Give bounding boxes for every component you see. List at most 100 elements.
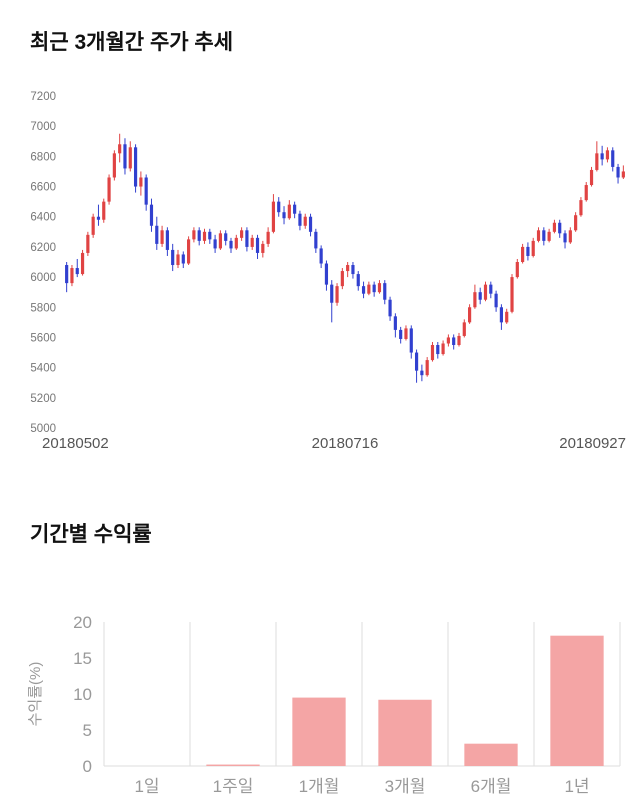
candle-body [70, 268, 74, 284]
y-tick-label: 7000 [30, 121, 56, 133]
candle-body [112, 153, 116, 178]
candle-body [107, 177, 111, 202]
candle-body [128, 147, 132, 169]
y-tick-label: 5200 [30, 393, 56, 405]
bar [292, 697, 346, 766]
y-tick-label: 6600 [30, 182, 56, 194]
gridlines [103, 622, 621, 767]
candle-body [303, 216, 307, 226]
candle-body [568, 230, 572, 243]
candle-body [346, 265, 350, 272]
candle-body [266, 231, 270, 244]
candle-body [462, 322, 466, 336]
candle-body [261, 243, 265, 253]
candle-body [319, 248, 323, 264]
y-tick-label: 7200 [30, 91, 56, 103]
candle-body [250, 237, 254, 247]
candle-body [118, 144, 122, 154]
candle-body [552, 222, 557, 232]
candle-body [367, 284, 371, 294]
candle-body [80, 252, 85, 275]
candle-body [473, 292, 477, 308]
candle-body [558, 222, 562, 234]
candle-body [526, 246, 530, 256]
candle-body [91, 216, 95, 235]
candle-body [65, 265, 69, 284]
candle-body [218, 233, 222, 249]
candle-body [494, 293, 498, 308]
candle-body [605, 150, 610, 160]
candle-body [377, 283, 382, 293]
y-tick-label: 5 [83, 721, 92, 740]
candle-body [330, 284, 334, 303]
y-axis-tick-labels: 0 5 10 15 20 [73, 613, 92, 776]
candle-body [393, 316, 397, 330]
x-category-label: 6개월 [471, 777, 512, 796]
candle-body [505, 311, 509, 323]
candlestick-chart-svg: 5000 5200 5400 5600 5800 6000 6200 6400 6600 6800… [30, 91, 626, 452]
x-category-label: 3개월 [385, 777, 426, 796]
y-tick-label: 5800 [30, 302, 56, 314]
candle-body [404, 328, 408, 339]
candle-body [399, 329, 403, 339]
candle-body [595, 153, 599, 170]
candle-body [584, 185, 588, 201]
candle-body [542, 230, 546, 241]
candle-body [335, 286, 339, 303]
x-category-label: 1개월 [299, 777, 340, 796]
candle-body [430, 345, 435, 361]
candle-body [547, 231, 551, 241]
candle-body [255, 237, 260, 253]
candle-body [589, 169, 594, 186]
bar [550, 635, 604, 766]
y-tick-label: 5000 [30, 423, 56, 435]
x-tick-label: 20180502 [42, 435, 109, 452]
candle-body [600, 153, 604, 160]
candle-body [102, 201, 106, 220]
y-axis-title: 수익률(%) [27, 662, 44, 727]
candle-body [298, 213, 302, 226]
candle-body [351, 265, 355, 275]
bars [206, 635, 604, 766]
y-tick-label: 5400 [30, 363, 56, 375]
candle-body [388, 299, 392, 317]
candle-body [621, 171, 625, 178]
y-tick-label: 15 [73, 649, 92, 668]
x-category-label: 1일 [134, 777, 159, 796]
x-category-label: 1년 [564, 777, 589, 796]
candle-body [96, 216, 101, 220]
bar [464, 743, 518, 766]
candle-body [187, 239, 191, 264]
candle-body [515, 262, 519, 278]
x-tick-label: 20180716 [312, 435, 379, 452]
candle-body [372, 284, 376, 293]
candle-body [340, 271, 344, 287]
candle-body [468, 307, 472, 323]
candle-body [425, 360, 429, 376]
candle-body [282, 212, 286, 219]
candle-body [287, 204, 291, 219]
y-tick-label: 6800 [30, 151, 56, 163]
candle-body [383, 283, 387, 300]
candle-body [208, 231, 212, 240]
candle-body [133, 147, 138, 187]
candle-body [271, 201, 276, 232]
y-axis-tick-labels: 5000 5200 5400 5600 5800 6000 6200 6400 6600 6800… [30, 91, 56, 435]
y-tick-label: 0 [83, 757, 92, 776]
candle-body [240, 230, 244, 238]
x-tick-label: 20180927 [559, 435, 626, 452]
candle-body [483, 284, 488, 300]
candle-body [499, 307, 503, 323]
candle-body [531, 240, 535, 256]
candle-body [75, 268, 79, 275]
candle-body [452, 337, 456, 345]
price-chart-title: 최근 3개월간 주가 추세 [30, 31, 234, 54]
candle-body [224, 233, 228, 241]
y-tick-label: 6400 [30, 212, 56, 224]
returns-chart-title: 기간별 수익률 [30, 523, 152, 546]
x-axis-category-labels: 1일 1주일 1개월 3개월 6개월 1년 [134, 777, 589, 796]
candle-body [144, 177, 148, 205]
candle-body [420, 370, 424, 376]
candle-body [436, 345, 440, 355]
candle-body [361, 286, 366, 294]
